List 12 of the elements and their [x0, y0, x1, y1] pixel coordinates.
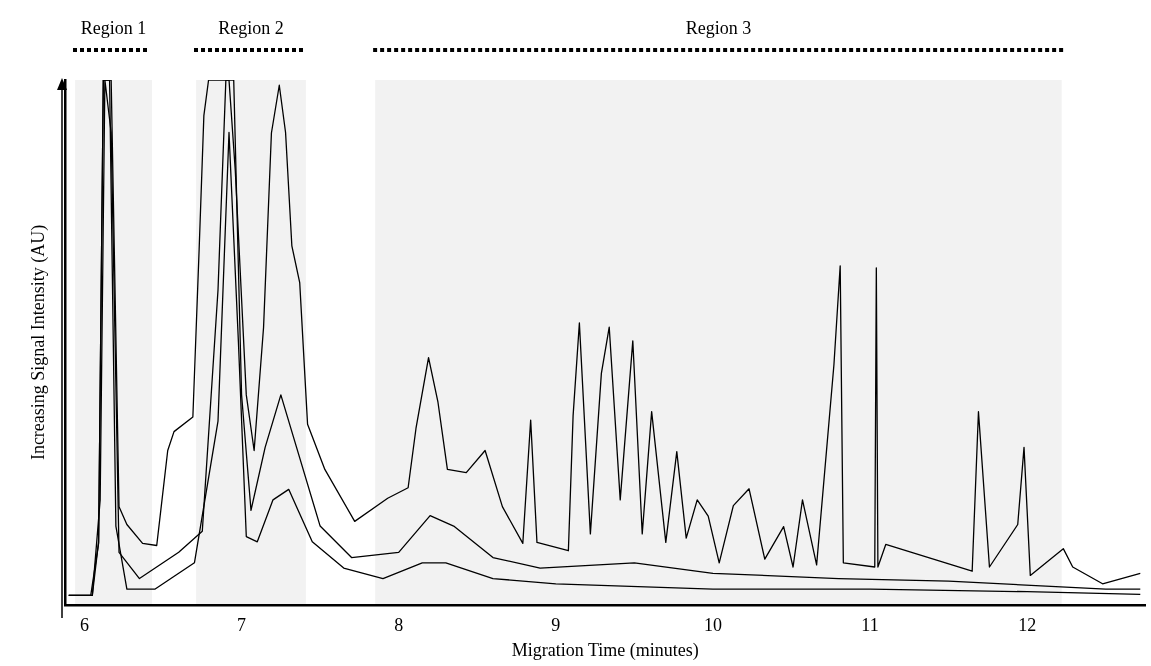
x-axis-title: Migration Time (minutes) [511, 639, 699, 661]
x-tick-label: 6 [79, 615, 89, 636]
y-axis-title: Increasing Signal Intensity (AU) [27, 224, 49, 461]
x-tick-label: 9 [551, 615, 561, 636]
band-label: Region 2 [218, 17, 284, 38]
x-tick-label: 7 [237, 615, 247, 636]
band-label: Region 3 [685, 17, 752, 38]
x-tick-label: 12 [1018, 615, 1037, 636]
x-tick-label: 8 [394, 615, 404, 636]
band-label: Region 1 [80, 17, 147, 38]
x-tick-label: 10 [703, 615, 722, 636]
x-tick-label: 11 [861, 615, 879, 636]
